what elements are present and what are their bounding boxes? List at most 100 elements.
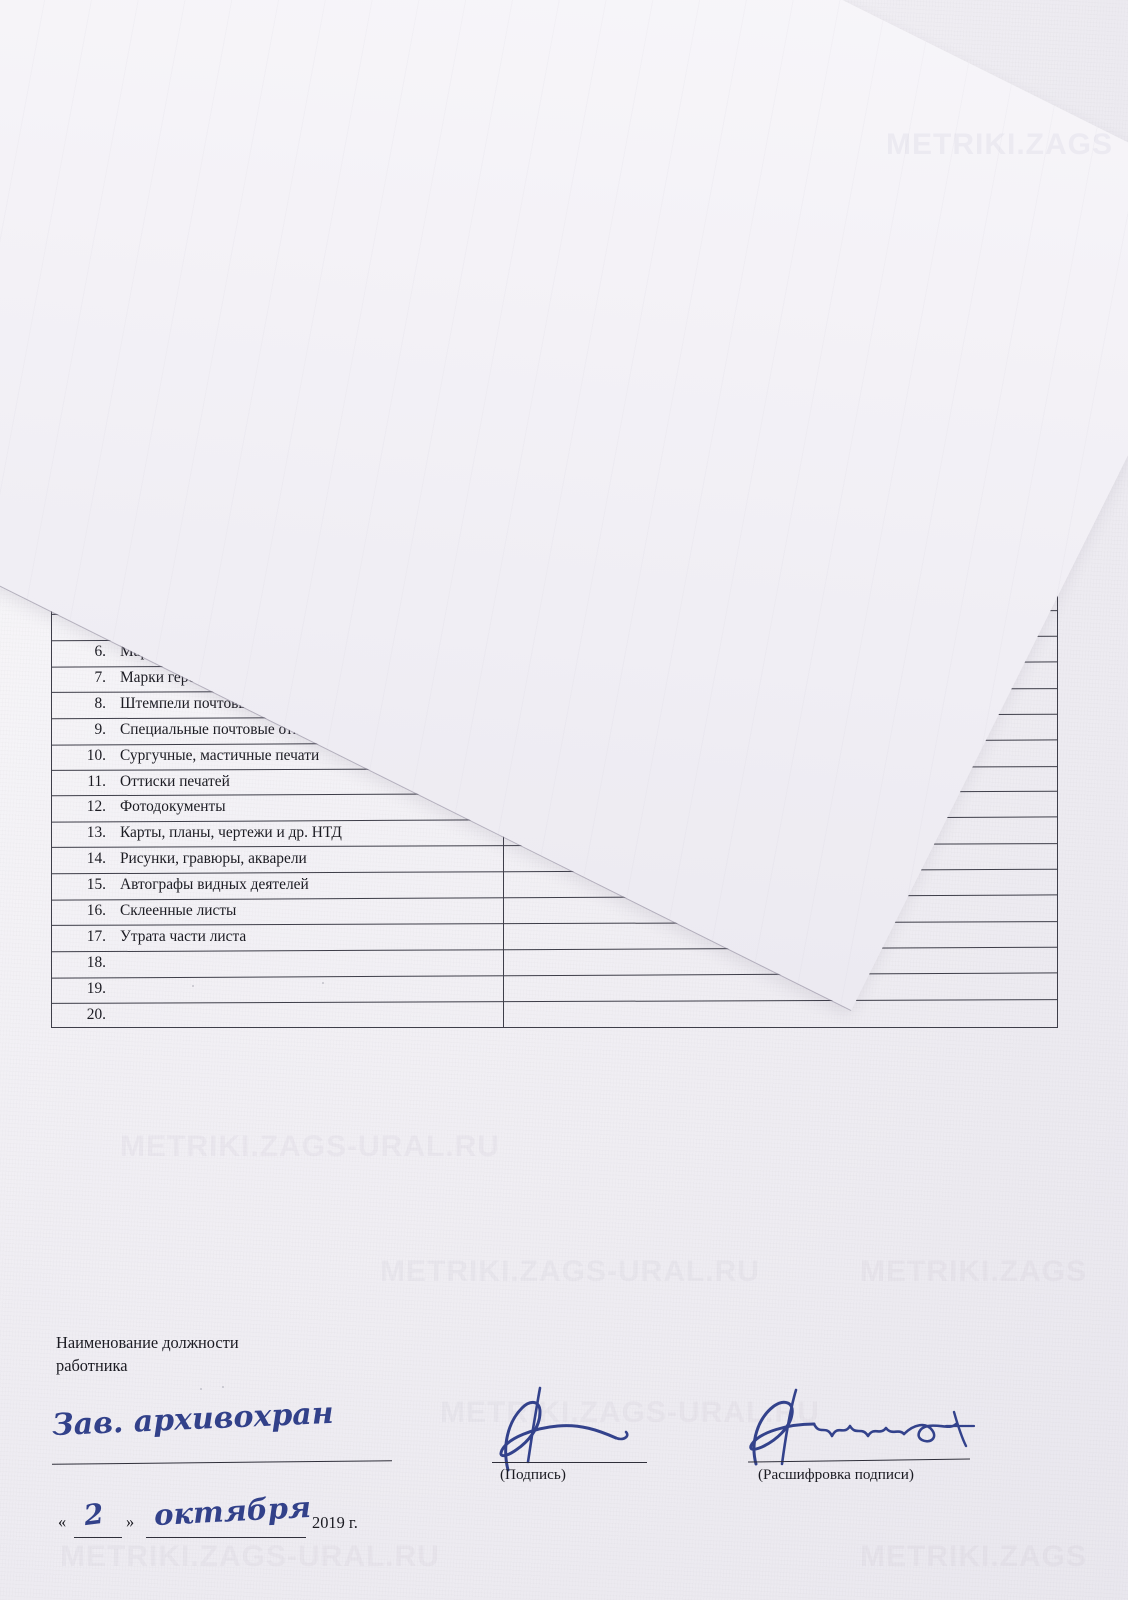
paper-speck xyxy=(204,572,206,574)
table-col2-header: Номера листов xyxy=(733,440,831,457)
table-row-separator xyxy=(52,791,1057,797)
date-day: 2 xyxy=(82,1496,106,1533)
table-row-separator xyxy=(52,687,1057,693)
internal-inventory-label: + листов внутренней описи xyxy=(58,341,263,361)
table-row-label: Листовки xyxy=(120,538,183,556)
date-month-line xyxy=(146,1537,306,1538)
physical-condition-table: Особенности физического состояния и форм… xyxy=(51,406,1058,1028)
table-row-label: Оттиски печатей xyxy=(120,772,230,790)
to-label: по № xyxy=(274,178,314,198)
letter-numbers-value: 1а xyxy=(295,248,333,282)
extra-rule xyxy=(55,304,775,311)
letter-numbers-rule xyxy=(288,280,763,287)
table-row-separator xyxy=(52,609,1057,615)
signature-mark xyxy=(499,1386,629,1472)
table-row-separator xyxy=(52,894,1057,901)
table-row-separator xyxy=(52,661,1057,668)
paper-speck xyxy=(753,623,755,625)
table-row-label: Склеенные листы xyxy=(120,902,237,920)
table-row-number: 15. xyxy=(86,876,106,894)
table-row-label: Марки гербовые xyxy=(120,668,229,686)
table-col1-header: Особенности физического состояния и форм… xyxy=(86,426,470,443)
table-row-separator xyxy=(52,869,1057,875)
table-row-separator xyxy=(52,583,1057,590)
table-row-number: 5. xyxy=(94,616,106,634)
table-row-number: 3. xyxy=(94,564,106,582)
date-year: 2019 г. xyxy=(312,1513,358,1532)
skipped-numbers-label: пропущенные номера листов xyxy=(58,313,275,333)
table-row-separator xyxy=(52,738,1057,746)
date-month: октября xyxy=(153,1489,312,1533)
table-row-number: 18. xyxy=(86,954,106,972)
table-row-number: 1. xyxy=(94,513,106,530)
table-row-number: 11. xyxy=(87,772,106,790)
position-value: Зав. архивохран xyxy=(51,1395,335,1444)
table-row-number: 14. xyxy=(86,850,106,868)
table-row-separator xyxy=(52,532,1057,537)
letter-numbers-label: литерные номера листов xyxy=(58,257,242,277)
to-rule xyxy=(320,202,525,203)
table-row-number: 7. xyxy=(94,668,106,686)
table-row-label: Специальные почтовые отметки xyxy=(120,720,332,738)
position-line xyxy=(52,1460,392,1465)
to-value: 42 xyxy=(368,163,415,205)
table-row-number: 13. xyxy=(86,824,106,842)
skipped-numbers-rule xyxy=(290,333,890,340)
table-row-number: 2. xyxy=(94,538,106,556)
paper-speck xyxy=(222,1386,224,1388)
table-row-number: 16. xyxy=(86,902,106,920)
table-row-label: Конверты, в т.ч. с вложениями xyxy=(120,616,320,634)
table-row-number: 8. xyxy=(94,694,106,712)
table-row-separator xyxy=(52,972,1057,979)
paper-speck xyxy=(462,578,464,580)
from-rule xyxy=(95,201,265,202)
table-row-separator xyxy=(52,999,1057,1004)
table-row-number: 10. xyxy=(86,746,106,764)
table-row-separator xyxy=(52,635,1057,642)
from-label: с № xyxy=(58,178,87,198)
table-header-separator xyxy=(52,475,1057,476)
table-row-number: 20. xyxy=(86,1006,106,1024)
table-row-label: Штемпели почтовые и др. xyxy=(120,694,291,712)
sewn-label: В деле подшито и пронумеровано xyxy=(58,137,311,157)
table-row-label: Рисунки, гравюры, акварели xyxy=(120,850,307,868)
transcript-caption: (Расшифровка подписи) xyxy=(758,1466,914,1483)
date-day-line xyxy=(74,1537,122,1538)
internal-inventory-rule xyxy=(332,361,882,368)
table-row-label: Утрата части листа xyxy=(120,928,247,946)
table-row-label: Вырезки из газет xyxy=(120,564,232,582)
table-row-label: Брошюры, др. печатные издания xyxy=(120,513,334,530)
table-row-separator xyxy=(52,921,1057,927)
paper-speck xyxy=(556,380,558,382)
table-row-number: 4. xyxy=(94,590,106,608)
paper-speck xyxy=(200,1388,202,1390)
table-row-label: Автографы видных деятелей xyxy=(120,876,309,894)
position-label-line2: работника xyxy=(56,1356,128,1375)
table-row-label: Марки почтовые xyxy=(120,642,230,660)
table-row-separator xyxy=(52,557,1057,564)
table-row-label: Карты, планы, чертежи и др. НТД xyxy=(120,824,342,842)
page-title: ЛИСТ-ЗАВЕРИТЕЛЬ ДЕЛА xyxy=(56,50,319,75)
from-value: 1 xyxy=(179,166,206,205)
table-row-number: 9. xyxy=(94,720,106,738)
sewn-value: 43 (сорок три) xyxy=(421,104,565,161)
date-open-quote: « xyxy=(58,1512,67,1531)
table-row-number: 17. xyxy=(86,928,106,946)
transcript-signature-mark xyxy=(749,1388,976,1466)
table-numbering-separator xyxy=(52,508,1057,509)
date-close-quote: » xyxy=(126,1512,135,1531)
table-row-number: 6. xyxy=(94,642,106,660)
table-row-separator xyxy=(52,816,1057,824)
table-col2-number: 2 xyxy=(778,485,786,502)
table-col1-number: 1 xyxy=(274,485,282,502)
signature-line xyxy=(492,1462,647,1463)
paper-speck xyxy=(330,574,332,576)
signature-caption: (Подпись) xyxy=(500,1466,566,1483)
position-label-line1: Наименование должности xyxy=(56,1333,239,1352)
table-row-separator xyxy=(52,713,1057,719)
table-row-number: 12. xyxy=(86,798,106,816)
paper-speck xyxy=(192,985,194,987)
table-row-separator xyxy=(52,843,1057,849)
